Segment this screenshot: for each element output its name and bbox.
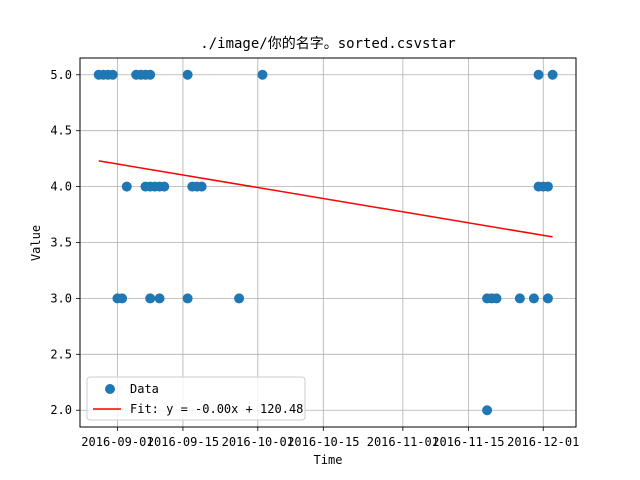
data-point bbox=[482, 405, 493, 416]
data-point bbox=[107, 69, 118, 80]
data-point bbox=[547, 69, 558, 80]
x-tick-label: 2016-11-15 bbox=[432, 435, 504, 449]
y-tick-label: 2.5 bbox=[50, 347, 72, 361]
y-tick-label: 4.0 bbox=[50, 180, 72, 194]
fit-line-layer bbox=[98, 160, 553, 238]
fit-line bbox=[98, 160, 553, 238]
data-point bbox=[117, 293, 128, 304]
x-axis-title: Time bbox=[314, 453, 343, 467]
legend-data-label: Data bbox=[130, 382, 159, 396]
data-point bbox=[234, 293, 245, 304]
data-point bbox=[491, 293, 502, 304]
data-point bbox=[121, 181, 132, 192]
x-tick-label: 2016-09-01 bbox=[81, 435, 153, 449]
legend: Data Fit: y = -0.00x + 120.48 bbox=[86, 376, 306, 421]
legend-fit-label: Fit: y = -0.00x + 120.48 bbox=[130, 402, 303, 416]
x-tick-label: 2016-09-15 bbox=[147, 435, 219, 449]
x-tick-label: 2016-12-01 bbox=[507, 435, 579, 449]
x-tick-label: 2016-10-15 bbox=[287, 435, 359, 449]
y-tick-label: 3.0 bbox=[50, 291, 72, 305]
x-tick-label: 2016-11-01 bbox=[367, 435, 439, 449]
data-point bbox=[528, 293, 539, 304]
legend-box bbox=[86, 376, 306, 421]
data-point bbox=[542, 293, 553, 304]
y-axis-ticks: 2.0 2.5 3.0 3.5 4.0 4.5 5.0 bbox=[50, 68, 80, 417]
data-point bbox=[257, 69, 268, 80]
data-point bbox=[533, 69, 544, 80]
data-point bbox=[159, 181, 170, 192]
x-tick-label: 2016-10-01 bbox=[222, 435, 294, 449]
data-point bbox=[182, 69, 193, 80]
y-tick-label: 4.5 bbox=[50, 124, 72, 138]
data-point bbox=[182, 293, 193, 304]
chart-title: ./image/你的名字。sorted.csvstar bbox=[200, 36, 455, 52]
data-point bbox=[196, 181, 207, 192]
data-point bbox=[514, 293, 525, 304]
data-point bbox=[145, 69, 156, 80]
y-axis-title: Value bbox=[29, 225, 43, 261]
data-point bbox=[154, 293, 165, 304]
y-tick-label: 5.0 bbox=[50, 68, 72, 82]
data-points bbox=[93, 69, 558, 416]
data-point bbox=[542, 181, 553, 192]
y-tick-label: 2.0 bbox=[50, 403, 72, 417]
data-point bbox=[145, 293, 156, 304]
legend-data-marker bbox=[105, 384, 115, 394]
y-tick-label: 3.5 bbox=[50, 236, 72, 250]
